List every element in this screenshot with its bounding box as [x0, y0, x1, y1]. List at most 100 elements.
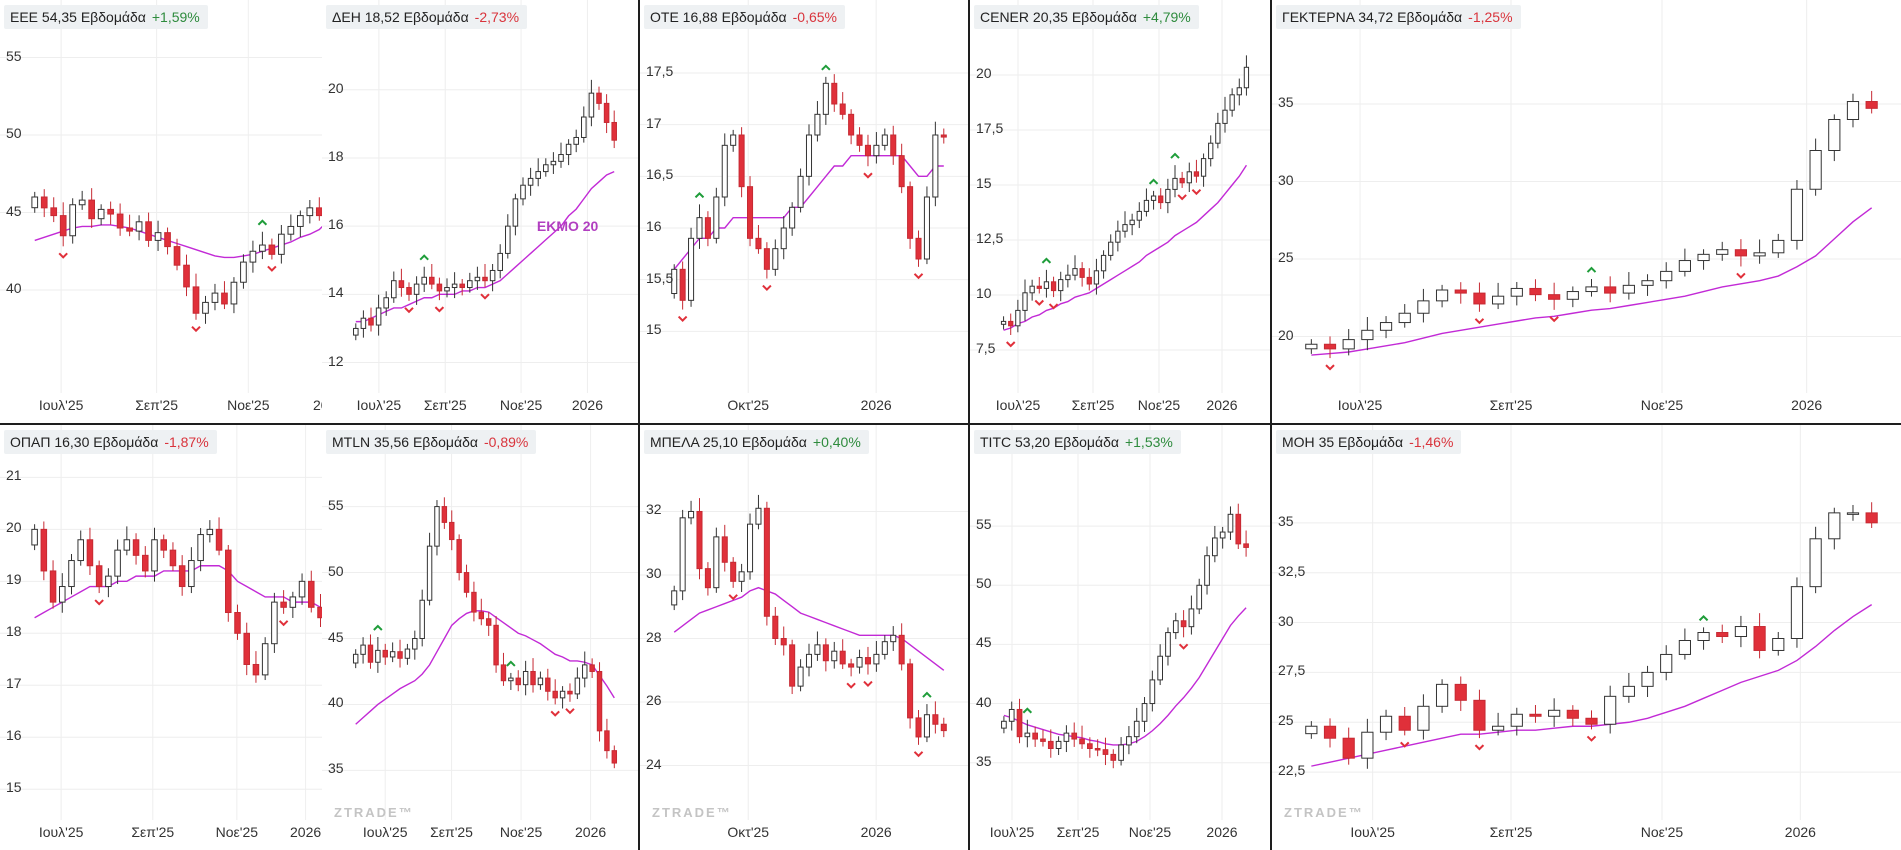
candle: [1086, 276, 1092, 285]
chart-panel-ΜΟΗ[interactable]: ΜΟΗ 35 Εβδομάδα -1,46% 35 32,5 30 27,5 25 22,5 Ι…: [1272, 425, 1901, 850]
y-tick-label: 14: [328, 284, 344, 301]
price-label: 25,10: [702, 434, 738, 450]
candle: [429, 276, 435, 285]
candle: [259, 244, 266, 252]
candle: [1585, 286, 1598, 293]
candle: [730, 561, 737, 582]
y-tick-label: 22,5: [1278, 762, 1306, 779]
candle: [1050, 281, 1057, 292]
candle: [178, 565, 186, 588]
x-tick-label: Ιουλ'25: [1350, 824, 1395, 840]
candle: [604, 730, 610, 752]
candle: [173, 246, 181, 266]
candle: [268, 244, 276, 255]
y-tick-label: 40: [6, 280, 22, 296]
y-tick-label: 20: [1278, 326, 1294, 343]
watermark: ZTRADE™: [1284, 805, 1364, 820]
candle: [451, 283, 458, 289]
candle: [1143, 199, 1150, 212]
chart-panel-TITC[interactable]: TITC 53,20 Εβδομάδα +1,53% 55 50 45 40 35 Ιουλ'…: [970, 425, 1270, 850]
period-label: Εβδομάδα: [1053, 434, 1119, 450]
candle: [154, 232, 162, 241]
candle: [183, 264, 190, 288]
candle: [1001, 720, 1007, 729]
price-label: 35,56: [374, 434, 410, 450]
candle: [271, 601, 278, 645]
panel-title: ΟΤΕ 16,88 Εβδομάδα -0,65%: [644, 5, 845, 29]
panel-title: MTLN 35,56 Εβδομάδα -0,89%: [326, 430, 537, 454]
x-tick-label: Σεπ'25: [430, 824, 473, 840]
ema-annotation: ΕΚΜΟ 20: [536, 218, 599, 234]
signal-down-marker: [1325, 364, 1335, 371]
signal-down-marker: [565, 708, 575, 715]
y-tick-label: 50: [328, 562, 344, 579]
candle: [459, 283, 465, 289]
signal-down-marker: [863, 172, 873, 179]
candle: [1072, 268, 1078, 276]
candle: [1115, 230, 1121, 243]
x-tick-label: Σεπ'25: [1489, 824, 1533, 840]
candle: [383, 297, 389, 309]
change-label: -0,89%: [483, 434, 529, 450]
candle: [574, 677, 581, 695]
candle: [444, 287, 450, 292]
y-tick-label: 28: [646, 628, 662, 645]
chart-panel-ΟΠΑΠ[interactable]: ΟΠΑΠ 16,30 Εβδομάδα -1,87% 21 20 19 18 17 16 15 Ι…: [0, 425, 382, 850]
plot-area: [970, 425, 1270, 820]
candle: [449, 521, 455, 541]
symbol-label: ΜΠΕΛΑ: [650, 434, 700, 450]
panel-title: ΜΠΕΛΑ 25,10 Εβδομάδα +0,40%: [644, 430, 869, 454]
candle: [573, 136, 579, 145]
candle: [1180, 620, 1187, 628]
candle: [589, 664, 595, 672]
candle: [463, 572, 470, 593]
price-label: 16,88: [682, 9, 718, 25]
signal-down-marker: [1034, 299, 1044, 306]
y-tick-label: 55: [976, 516, 992, 533]
candle: [50, 207, 58, 217]
chart-panel-ΓΕΚΤΕΡΝΑ[interactable]: ΓΕΚΤΕΡΝΑ 34,72 Εβδομάδα -1,25% 35 30 25 20 Ιου…: [1272, 0, 1901, 423]
y-tick-label: 12: [328, 352, 344, 369]
candle: [497, 252, 503, 271]
candle: [505, 225, 511, 254]
candle: [763, 248, 770, 270]
panel-title: ΓΕΚΤΕΡΝΑ 34,72 Εβδομάδα -1,25%: [1276, 5, 1521, 29]
x-tick-label: Σεπ'25: [1489, 397, 1533, 413]
candle: [1093, 270, 1100, 285]
y-tick-label: 35: [1278, 94, 1294, 110]
chart-panel-ΔΕΗ[interactable]: ΔΕΗ 18,52 Εβδομάδα -2,73% 20 18 16 14 12 Ιουλ'2…: [322, 0, 638, 423]
y-tick-label: 45: [6, 202, 22, 219]
plot-area: [640, 425, 968, 820]
candle: [603, 102, 610, 123]
y-tick-label: 40: [328, 694, 344, 711]
chart-panel-CENER[interactable]: CENER 20,35 Εβδομάδα +4,79% 20 17,5 15 12,5 10…: [970, 0, 1270, 423]
candle: [713, 196, 720, 239]
candle: [1032, 732, 1038, 740]
y-tick-label: 26: [646, 692, 662, 709]
candle: [97, 208, 105, 220]
chart-panel-MTLN[interactable]: MTLN 35,56 Εβδομάδα -0,89% 55 50 45 40 35 Ιουλ'…: [322, 425, 638, 850]
plot-area: [970, 0, 1270, 393]
candle: [1323, 725, 1337, 739]
candle: [1828, 512, 1841, 540]
candle: [822, 644, 829, 662]
candle: [1529, 287, 1542, 296]
y-tick-label: 16: [6, 727, 22, 744]
candle: [512, 198, 519, 227]
candle: [1243, 543, 1249, 548]
candle: [1016, 708, 1023, 738]
candle: [367, 644, 374, 663]
candle: [1361, 329, 1374, 341]
price-label: 35: [1318, 434, 1335, 450]
candle: [508, 677, 514, 682]
candle: [789, 644, 796, 687]
candle: [482, 276, 488, 282]
symbol-label: ΓΕΚΤΕΡΝΑ: [1282, 9, 1355, 25]
x-tick-label: 2026: [1791, 397, 1823, 413]
candle: [515, 677, 521, 686]
chart-panel-ΟΤΕ[interactable]: ΟΤΕ 16,88 Εβδομάδα -0,65% 17,5 17 16,5 16 15,5…: [640, 0, 968, 423]
chart-panel-ΜΠΕΛΑ[interactable]: ΜΠΕΛΑ 25,10 Εβδομάδα +0,40% 32 30 28 26 24 Οκτ'…: [640, 425, 968, 850]
candle: [1697, 253, 1710, 262]
chart-panel-ΕΕΕ[interactable]: ΕΕΕ 54,35 Εβδομάδα +1,59% 55 50 45 40 Ιουλ'25 Σ…: [0, 0, 382, 423]
candle: [1772, 638, 1785, 651]
